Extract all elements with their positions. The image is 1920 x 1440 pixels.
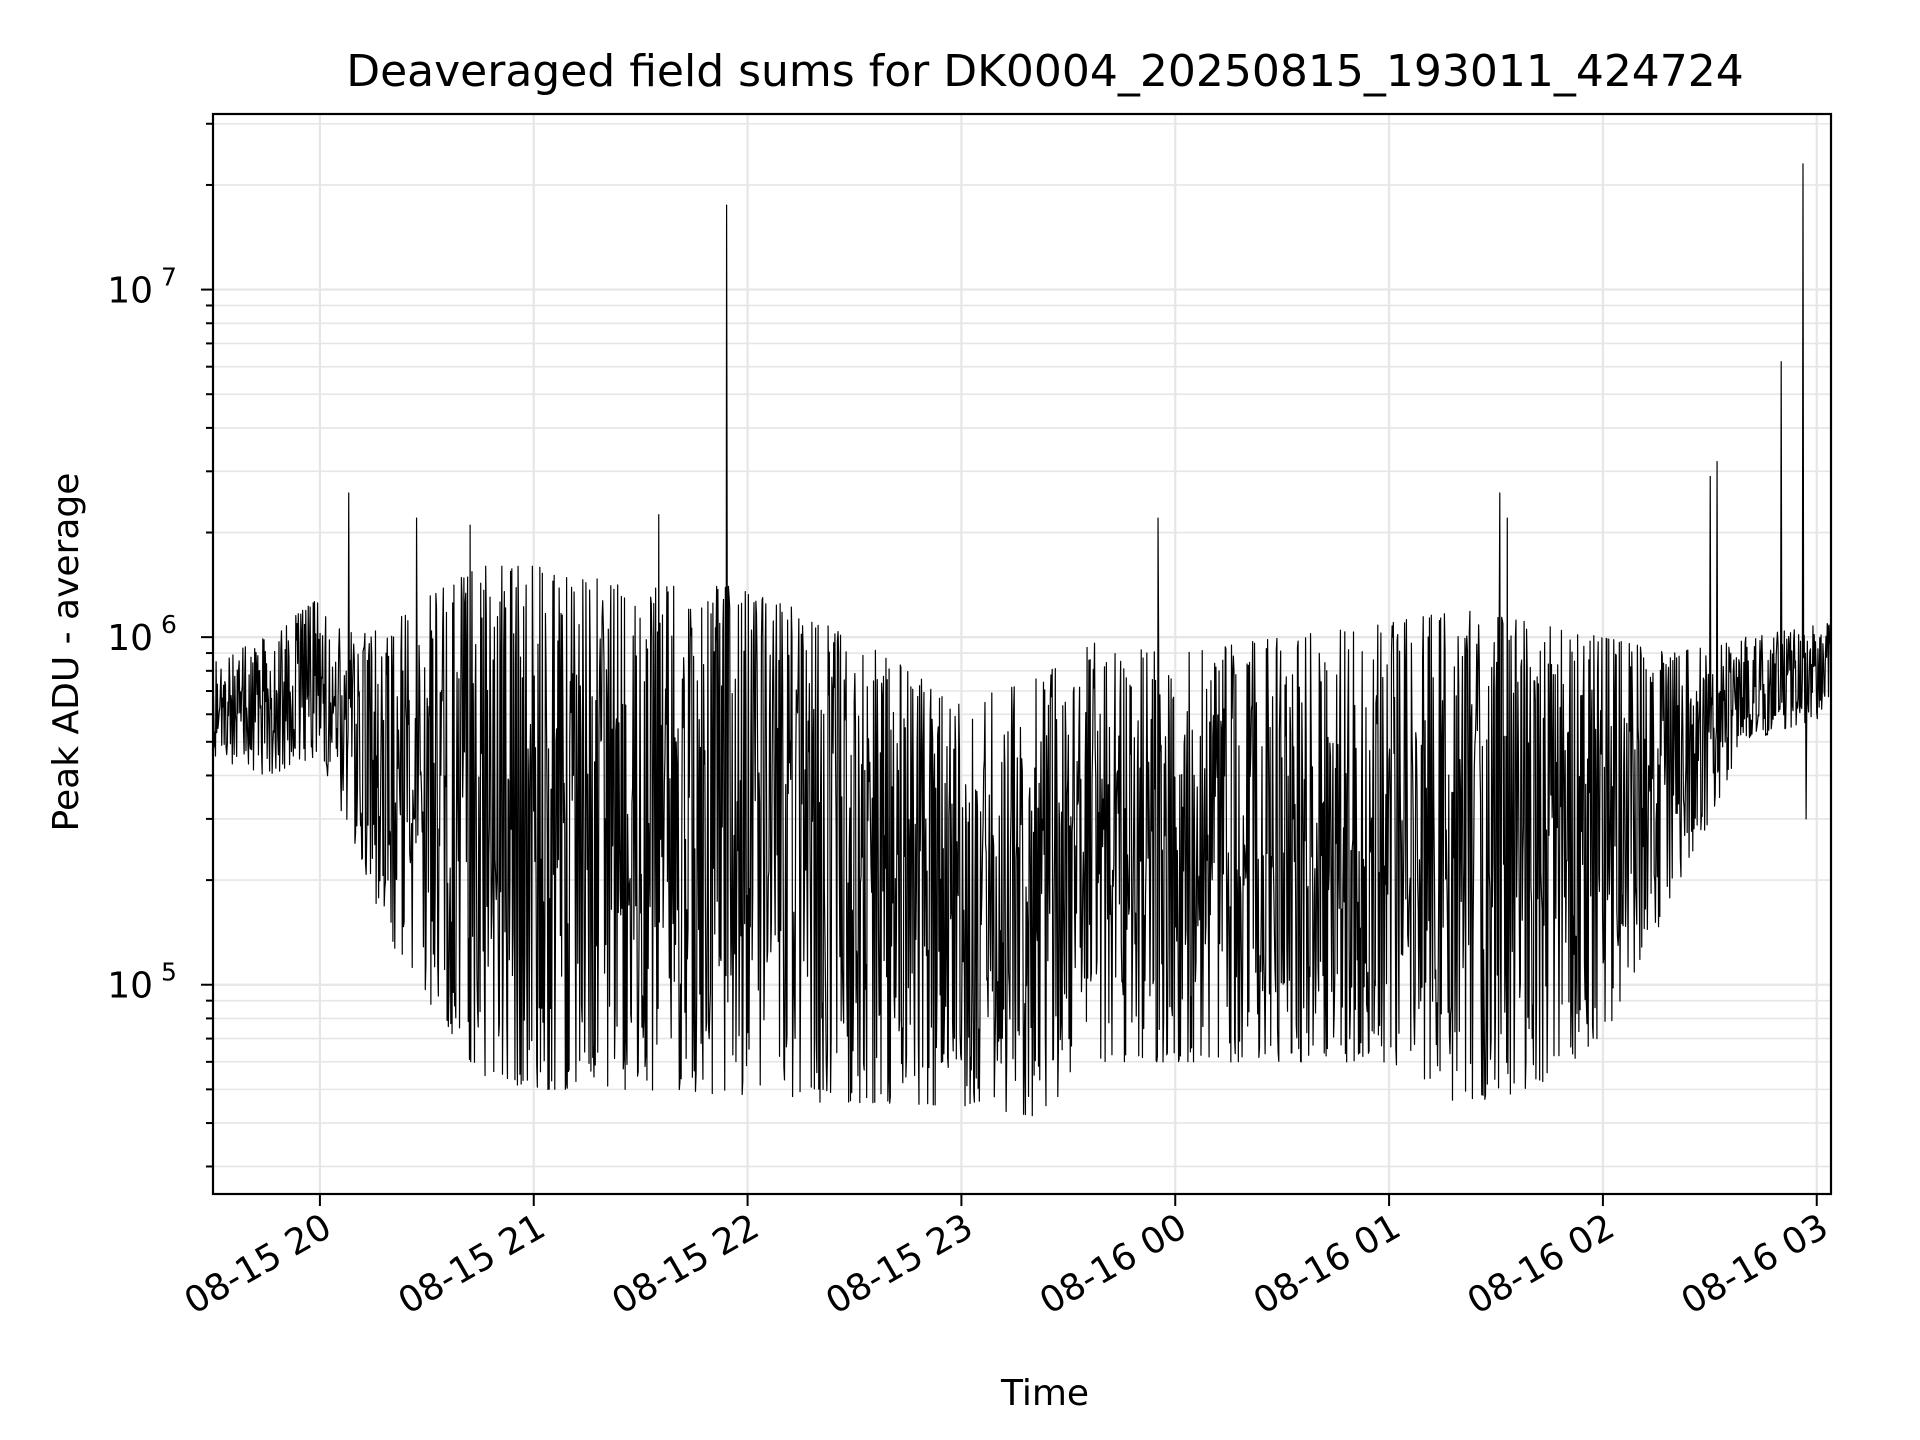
y-tick-label: 10	[107, 966, 153, 1007]
y-axis-label: Peak ADU - average	[46, 473, 87, 832]
y-tick-label-exponent: 6	[161, 610, 177, 639]
y-tick-label: 10	[107, 618, 153, 659]
x-axis-label: Time	[1000, 1373, 1089, 1414]
y-tick-label-exponent: 5	[161, 958, 177, 987]
y-tick-label-exponent: 7	[161, 263, 177, 292]
chart-title: Deaveraged field sums for DK0004_2025081…	[346, 46, 1744, 97]
y-tick-label: 10	[107, 271, 153, 312]
